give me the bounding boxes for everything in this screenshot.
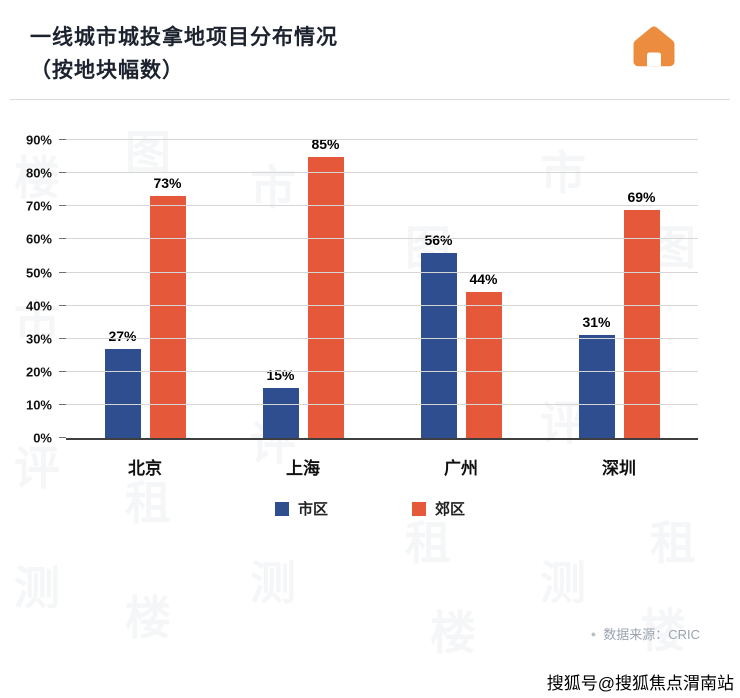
watermark-glyph: 测: [250, 557, 296, 609]
category-label: 上海: [286, 459, 320, 479]
y-axis-tick: [59, 139, 66, 141]
gridline: [66, 304, 698, 306]
publisher-watermark: 搜狐号@搜狐焦点渭南站: [546, 674, 734, 693]
legend-item-1: 市区: [274, 498, 328, 519]
bar-value-label: 56%: [424, 231, 453, 248]
header: 一线城市城投拿地项目分布情况 （按地块幅数）: [0, 0, 740, 87]
y-axis-tick: [59, 238, 66, 240]
gridline: [66, 337, 698, 339]
bar-series-1-cat-2: 15%: [262, 367, 299, 439]
y-axis-tick: [59, 370, 66, 372]
bar-group-1: 27% 73% 北京: [104, 140, 186, 478]
gridline: [66, 370, 698, 372]
y-axis-label: 40%: [25, 298, 52, 314]
bar-series-2-cat-1: 73%: [149, 175, 186, 439]
watermark-glyph: 租: [405, 517, 451, 569]
bar-series-1-cat-4: 31%: [578, 314, 615, 439]
bar-value-label: 85%: [311, 135, 340, 152]
y-axis-label: 60%: [25, 231, 52, 247]
gridline: [66, 271, 698, 273]
watermark-glyph: 楼: [430, 607, 476, 659]
data-source-text: 数据来源：CRIC: [603, 627, 700, 642]
title-line-2: （按地块幅数）: [30, 58, 184, 82]
legend-label: 市区: [297, 501, 328, 519]
header-divider: [10, 99, 730, 101]
bar-value-label: 44%: [469, 271, 498, 288]
y-axis-label: 20%: [25, 364, 52, 380]
y-axis-label: 30%: [25, 331, 52, 347]
y-axis-label: 50%: [25, 265, 52, 281]
y-axis-tick: [59, 437, 66, 439]
bar-value-label: 27%: [108, 327, 137, 344]
house-icon-body: [633, 26, 675, 67]
watermark-glyph: 租: [650, 517, 696, 569]
gridline: [66, 172, 698, 174]
y-axis-tick: [59, 271, 66, 273]
y-axis-tick: [59, 337, 66, 339]
bar-value-label: 31%: [582, 314, 611, 331]
bar-value-label: 73%: [153, 175, 182, 192]
legend-swatch-icon: [412, 501, 426, 516]
y-axis-tick: [59, 172, 66, 174]
bar-series-2-cat-3: 44%: [465, 271, 502, 439]
y-axis-label: 70%: [25, 198, 52, 214]
legend-label: 郊区: [435, 501, 466, 519]
bar-group-3: 56% 44% 广州: [420, 140, 502, 478]
bar-group-4: 31% 69% 深圳: [578, 140, 660, 478]
bar-group-2: 15% 85% 上海: [262, 136, 344, 478]
y-axis-tick: [59, 403, 66, 405]
bullet-icon: ●: [590, 628, 597, 639]
legend-item-2: 郊区: [412, 498, 465, 519]
bar-series-2-cat-2: 85%: [307, 136, 344, 439]
bar-series-1-cat-3: 56%: [420, 232, 457, 439]
bar-series-2-cat-4: 69%: [623, 189, 660, 439]
bar-chart-plot-area: 27% 73% 北京 15% 85% 上海 56% 44% 广州 31% 69% 深圳 0% 10% 20…: [26, 133, 698, 478]
bar-value-label: 69%: [627, 188, 656, 205]
gridline: [66, 403, 698, 405]
page-title: 一线城市城投拿地项目分布情况 （按地块幅数）: [30, 22, 338, 87]
house-icon: [630, 22, 678, 70]
legend-swatch-icon: [274, 501, 289, 516]
gridline: [66, 205, 698, 207]
house-icon-door: [647, 52, 661, 67]
category-label: 广州: [444, 459, 478, 479]
title-line-1: 一线城市城投拿地项目分布情况: [30, 26, 338, 49]
gridline: [66, 139, 698, 141]
y-axis-label: 0%: [33, 430, 52, 446]
watermark-glyph: 楼: [125, 592, 171, 644]
y-axis-label: 90%: [25, 132, 52, 148]
bar-groups: 27% 73% 北京 15% 85% 上海 56% 44% 广州 31% 69% 深圳: [66, 136, 698, 478]
chart-legend: 市区 郊区: [0, 498, 740, 519]
category-label: 北京: [128, 459, 162, 479]
y-axis-label: 10%: [25, 397, 52, 413]
data-source-note: ● 数据来源：CRIC: [591, 624, 700, 643]
category-label: 深圳: [602, 459, 636, 479]
watermark-glyph: 测: [14, 562, 60, 614]
bar-value-label: 15%: [266, 367, 295, 384]
y-axis-tick: [59, 304, 66, 306]
gridline: [66, 238, 698, 240]
y-axis-tick: [59, 205, 66, 207]
watermark-glyph: 测: [540, 557, 586, 609]
y-axis-label: 80%: [25, 165, 52, 181]
bar-series-1-cat-1: 27%: [104, 328, 141, 439]
